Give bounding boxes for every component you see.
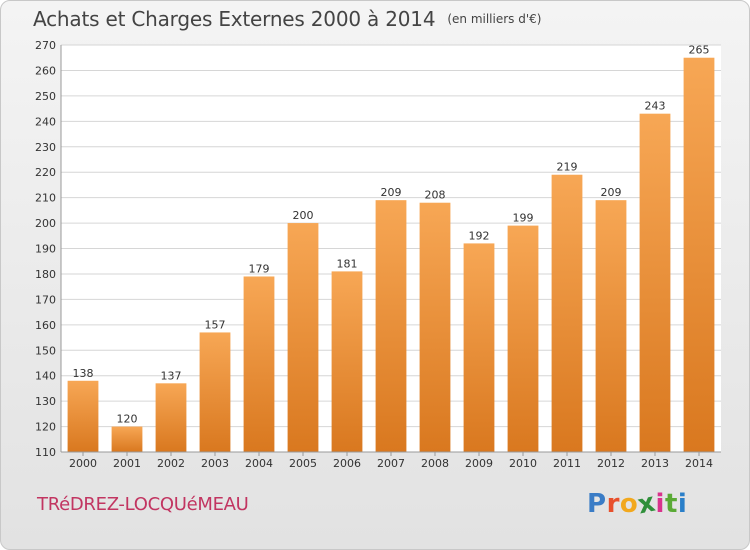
logo-letter: i <box>677 489 688 519</box>
y-tick-label: 200 <box>35 217 56 230</box>
y-tick-label: 110 <box>35 446 56 459</box>
x-tick-label: 2014 <box>685 457 713 470</box>
x-tick-label: 2001 <box>113 457 141 470</box>
data-label: 181 <box>337 257 358 270</box>
bar-2006[interactable] <box>331 271 363 452</box>
chart-title: Achats et Charges Externes 2000 à 2014 (e… <box>33 7 541 31</box>
data-label: 200 <box>293 209 314 222</box>
axes: 110 120 130 140 150 160 170 180 190 200 210 220 230 2… <box>35 39 721 470</box>
chart-unit: (en milliers d'€) <box>447 12 542 26</box>
y-tick-label: 150 <box>35 344 56 357</box>
data-label: 137 <box>161 369 182 382</box>
x-tick-label: 2013 <box>641 457 669 470</box>
data-label: 219 <box>557 161 578 174</box>
x-tick-label: 2000 <box>69 457 97 470</box>
y-tick-label: 190 <box>35 243 56 256</box>
bar-2000[interactable] <box>67 380 99 452</box>
y-tick-label: 140 <box>35 370 56 383</box>
y-tick-label: 120 <box>35 421 56 434</box>
data-label: 192 <box>469 229 490 242</box>
bar-2003[interactable] <box>199 332 231 452</box>
bars: 138 120 137 157 179 200 181 209 208 192 199 219 209 2… <box>67 44 715 453</box>
data-label: 120 <box>117 413 138 426</box>
x-tick-label: 2005 <box>289 457 317 470</box>
y-tick-label: 180 <box>35 268 56 281</box>
data-label: 209 <box>601 186 622 199</box>
data-label: 243 <box>645 100 666 113</box>
data-label: 138 <box>73 367 94 380</box>
x-tick-label: 2008 <box>421 457 449 470</box>
y-tick-label: 170 <box>35 293 56 306</box>
x-tick-label: 2007 <box>377 457 405 470</box>
y-tick-label: 160 <box>35 319 56 332</box>
logo-letter: t <box>664 489 678 519</box>
bar-2013[interactable] <box>639 113 671 453</box>
x-tick-label: 2004 <box>245 457 273 470</box>
logo-letter: o <box>619 489 639 519</box>
bar-2011[interactable] <box>551 174 583 452</box>
bar-2008[interactable] <box>419 202 451 452</box>
x-tick-label: 2011 <box>553 457 581 470</box>
bar-2007[interactable] <box>375 200 407 452</box>
y-tick-label: 260 <box>35 64 56 77</box>
data-label: 265 <box>689 44 710 57</box>
y-tick-label: 210 <box>35 192 56 205</box>
data-label: 157 <box>205 318 226 331</box>
logo-letter: i <box>655 489 665 519</box>
x-tick-label: 2003 <box>201 457 229 470</box>
y-tick-label: 250 <box>35 90 56 103</box>
x-tick-label: 2002 <box>157 457 185 470</box>
y-tick-label: 270 <box>35 39 56 52</box>
data-label: 209 <box>381 186 402 199</box>
bar-2004[interactable] <box>243 276 275 452</box>
proxiti-logo[interactable]: Proxiti <box>587 488 688 521</box>
commune-name: TRéDREZ-LOCQUéMEAU <box>37 494 249 515</box>
bar-2014[interactable] <box>683 57 715 452</box>
logo-letter: P <box>587 489 607 519</box>
y-tick-label: 230 <box>35 141 56 154</box>
data-label: 199 <box>513 212 534 225</box>
data-label: 179 <box>249 262 270 275</box>
y-tick-label: 220 <box>35 166 56 179</box>
x-tick-label: 2009 <box>465 457 493 470</box>
x-tick-label: 2012 <box>597 457 625 470</box>
bar-2010[interactable] <box>507 225 539 452</box>
chart-title-text: Achats et Charges Externes 2000 à 2014 <box>33 7 436 31</box>
bar-2009[interactable] <box>463 243 495 452</box>
bar-2002[interactable] <box>155 383 187 452</box>
bar-2005[interactable] <box>287 223 319 452</box>
data-label: 208 <box>425 189 446 202</box>
y-tick-label: 240 <box>35 115 56 128</box>
logo-letter: r <box>606 489 620 519</box>
bar-2001[interactable] <box>111 426 143 452</box>
x-tick-label: 2010 <box>509 457 537 470</box>
y-tick-label: 130 <box>35 395 56 408</box>
bar-2012[interactable] <box>595 200 627 452</box>
x-tick-label: 2006 <box>333 457 361 470</box>
